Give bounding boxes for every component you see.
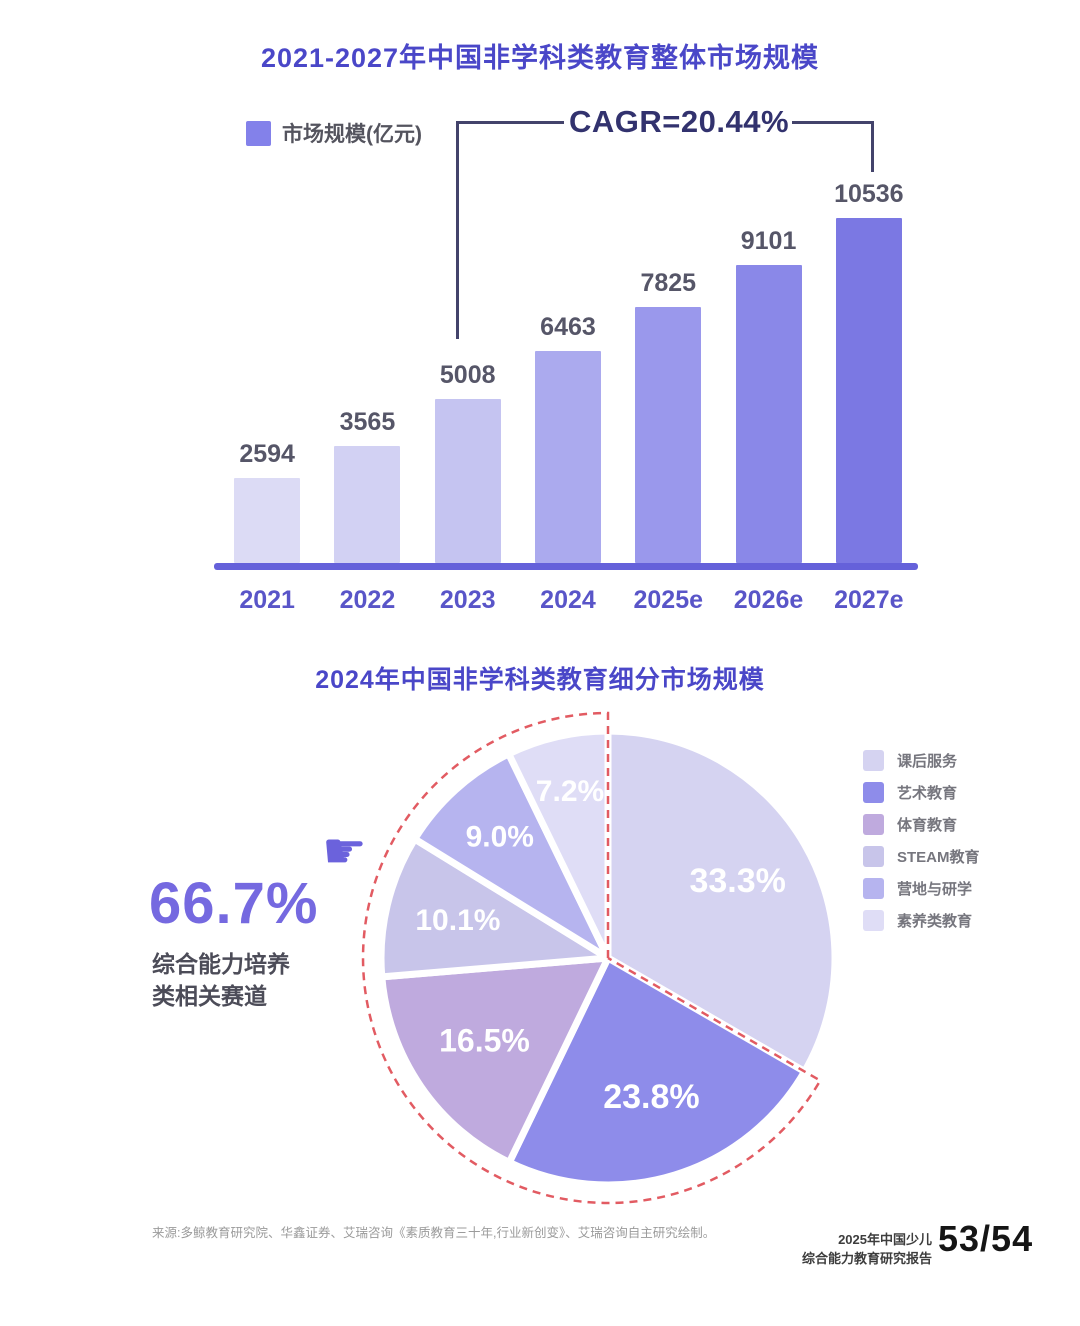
report-name: 2025年中国少儿 综合能力教育研究报告: [700, 1231, 932, 1269]
bar: [735, 265, 802, 563]
x-axis-labels: 2021 2022 2023 2024 2025e 2026e 2027e: [217, 586, 919, 615]
legend-label: 市场规模(亿元): [282, 123, 422, 146]
highlight-dashed-outline: [361, 711, 822, 1205]
pie-slice: [411, 750, 612, 962]
bar-column: 6463: [518, 313, 618, 563]
pie-slice: [378, 954, 612, 1166]
bar: [434, 399, 501, 563]
bar: [835, 218, 902, 563]
pie-svg: 33.3% 23.8% 16.5% 10.1% 9.0%7.2%: [361, 711, 839, 1205]
cagr-annotation: CAGR=20.44%: [568, 104, 790, 139]
bar-value-label: 9101: [740, 227, 797, 255]
bar-plot-area: 2594 3565 5008 6463 7825 9101 10536: [217, 160, 919, 563]
pie-slice: [604, 727, 839, 1075]
pie-slice-label: 16.5%: [439, 1022, 530, 1058]
cagr-bracket-line: [456, 121, 564, 124]
bar-value-label: 2594: [239, 440, 295, 468]
pie-slice-label: 10.1%: [415, 904, 500, 937]
bar-column: 2594: [217, 440, 317, 563]
legend-swatch: [863, 814, 884, 835]
pie-chart-title: 2024年中国非学科类教育细分市场规模: [315, 666, 765, 694]
bar-column: 5008: [418, 361, 518, 563]
x-axis-baseline: [214, 563, 918, 570]
bar: [234, 478, 301, 563]
highlight-caption: 综合能力培养 类相关赛道: [152, 948, 290, 1012]
x-axis-label: 2026e: [733, 586, 804, 614]
report-name-line1: 2025年中国少儿: [838, 1232, 932, 1247]
cagr-bracket-line: [456, 121, 459, 339]
bar-column: 9101: [718, 227, 818, 563]
x-axis-label: 2027e: [834, 586, 904, 614]
bar-column: 10536: [819, 180, 919, 563]
bar-column: 7825: [618, 269, 718, 563]
x-axis-label: 2025e: [633, 586, 704, 614]
bar: [635, 307, 702, 563]
bar-value-label: 6463: [540, 313, 596, 341]
bar-value-label: 5008: [439, 361, 496, 389]
x-axis-label: 2022: [339, 586, 396, 614]
legend-label: 素养类教育: [897, 913, 973, 930]
pie-legend-item: 体育教育: [863, 814, 980, 835]
legend-label: 营地与研学: [897, 881, 973, 898]
legend-swatch: [863, 846, 884, 867]
highlight-caption-line2: 类相关赛道: [152, 983, 267, 1010]
legend-swatch: [246, 120, 271, 146]
page-number: 53/54: [938, 1218, 1034, 1259]
bar: [334, 446, 401, 563]
highlight-caption-line1: 综合能力培养: [152, 951, 290, 977]
pie-slice-label: 23.8%: [603, 1078, 699, 1116]
bar-column: 3565: [317, 408, 417, 563]
x-axis-label: 2021: [239, 586, 295, 614]
pie-legend-item: 营地与研学: [863, 878, 980, 899]
pie-legend: 课后服务艺术教育体育教育 STEAM教育 营地与研学素养类教育: [863, 750, 980, 931]
legend-label: 课后服务: [897, 753, 958, 770]
pie-slice: [505, 727, 612, 962]
legend-swatch: [863, 782, 884, 803]
bar-chart-title: 2021-2027年中国非学科类教育整体市场规模: [260, 43, 820, 73]
highlight-percentage: 66.7%: [149, 871, 319, 936]
pie-slice-label: 33.3%: [689, 862, 785, 900]
pie-slice-label: 7.2%: [536, 775, 604, 808]
legend-swatch: [863, 878, 884, 899]
bar: [534, 351, 601, 563]
pie-slice-label: 9.0%: [466, 820, 534, 853]
pie-legend-item: 艺术教育: [863, 782, 980, 803]
bar-chart-legend: 市场规模(亿元): [246, 118, 422, 148]
legend-label: STEAM教育: [897, 849, 980, 866]
pie-legend-item: 素养类教育: [863, 910, 980, 931]
cagr-bracket-line: [871, 121, 874, 172]
pointing-hand-icon: ☛: [322, 823, 367, 879]
legend-label: 艺术教育: [897, 785, 958, 802]
bar-value-label: 7825: [640, 269, 697, 297]
legend-label: 体育教育: [897, 817, 958, 834]
pie-slice: [377, 835, 612, 981]
pie-legend-item: STEAM教育: [863, 846, 980, 867]
source-note: 来源:多鲸教育研究院、华鑫证券、艾瑞咨询《素质教育三十年,行业新创变》、艾瑞咨询…: [152, 1226, 716, 1240]
legend-swatch: [863, 750, 884, 771]
x-axis-label: 2024: [540, 586, 596, 614]
report-name-line2: 综合能力教育研究报告: [801, 1250, 932, 1266]
x-axis-label: 2023: [439, 586, 496, 614]
bar-value-label: 10536: [834, 180, 904, 208]
pie-legend-item: 课后服务: [863, 750, 980, 771]
cagr-bracket-line: [792, 121, 874, 124]
legend-swatch: [863, 910, 884, 931]
bar-value-label: 3565: [339, 408, 396, 436]
